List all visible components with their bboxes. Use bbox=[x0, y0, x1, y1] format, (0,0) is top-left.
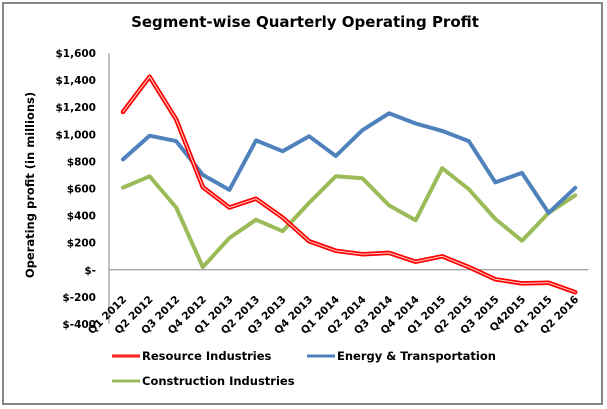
y-tick-label: $- bbox=[84, 265, 96, 277]
y-axis-ticks: $1,600 $1,400 $1,200 $1,000 $800 $600 $400 $200… bbox=[55, 48, 96, 331]
series-line-highlight bbox=[122, 76, 576, 293]
legend-item-energy-transportation: Energy & Transportation bbox=[307, 349, 496, 363]
legend-item-resource-industries: Resource Industries bbox=[112, 349, 272, 363]
chart-frame bbox=[2, 2, 603, 405]
series-layer bbox=[120, 74, 578, 295]
series-line-energy-transportation bbox=[121, 111, 578, 215]
legend-label: Energy & Transportation bbox=[337, 349, 496, 363]
series-line-resource-industries bbox=[120, 74, 578, 295]
y-tick-label: $1,400 bbox=[55, 75, 96, 87]
y-axis-title: Operating profit (in millions) bbox=[23, 92, 37, 278]
legend: Resource Industries Energy & Transportati… bbox=[112, 349, 496, 388]
y-tick-label: $400 bbox=[67, 211, 96, 223]
y-tick-label: $-400 bbox=[62, 319, 96, 331]
y-tick-label: $-200 bbox=[62, 292, 96, 304]
legend-label: Resource Industries bbox=[142, 349, 272, 363]
y-tick-label: $800 bbox=[67, 156, 96, 168]
chart-title: Segment-wise Quarterly Operating Profit bbox=[131, 13, 479, 31]
y-tick-label: $1,000 bbox=[55, 129, 96, 141]
legend-label: Construction Industries bbox=[142, 374, 295, 388]
series-line-construction-industries bbox=[121, 166, 578, 270]
legend-item-construction-industries: Construction Industries bbox=[112, 374, 295, 388]
y-tick-label: $600 bbox=[67, 184, 96, 196]
y-tick-label: $200 bbox=[67, 238, 96, 250]
y-tick-label: $1,600 bbox=[55, 48, 96, 60]
y-tick-label: $1,200 bbox=[55, 102, 96, 114]
